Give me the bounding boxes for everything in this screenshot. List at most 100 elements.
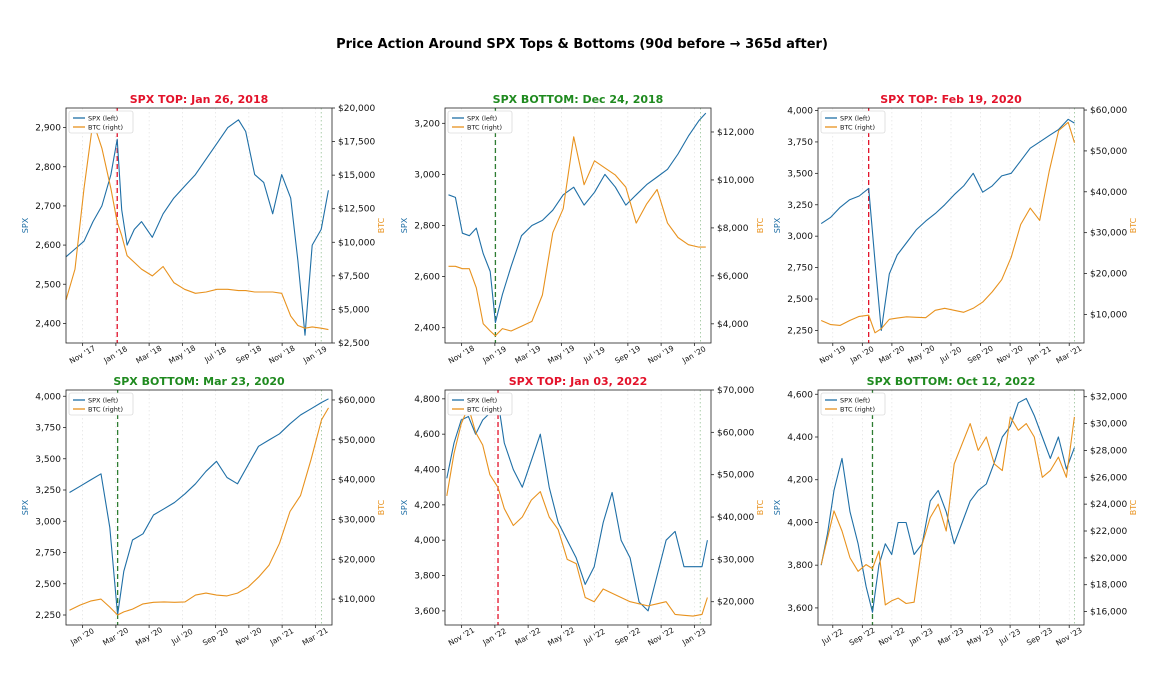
legend: SPX (left)BTC (right) [68, 110, 134, 134]
y-left-tick-label: 3,750 [787, 138, 813, 148]
x-tick-label: Sep '22 [848, 626, 877, 648]
y-left-tick-label: 4,200 [414, 501, 440, 511]
plot-area [445, 390, 711, 625]
y-left-tick-label: 4,000 [787, 518, 813, 528]
x-tick-label: Nov '23 [1054, 625, 1083, 647]
subplot-title: SPX TOP: Jan 03, 2022 [509, 375, 648, 388]
y-right-tick-label: $17,500 [338, 138, 375, 148]
plot-frame [444, 389, 712, 626]
subplot-4: 2,250 2,500 2,750 3,000 3,250 3,500 3,750 4,000… [21, 375, 386, 648]
legend-label: BTC (right) [840, 406, 875, 414]
x-tick-label: Jan '20 [68, 626, 96, 647]
legend: SPX (left)BTC (right) [68, 392, 134, 416]
legend: SPX (left)BTC (right) [820, 110, 886, 134]
y-left-tick-label: 2,400 [414, 324, 440, 334]
x-tick-label: Jan '19 [301, 344, 329, 365]
legend-label: SPX (left) [840, 115, 870, 123]
y-left-axis-label: SPX [400, 217, 409, 233]
spx-series-line [448, 112, 707, 324]
y-right-tick-label: $20,000 [1090, 554, 1127, 564]
legend-label: SPX (left) [88, 397, 118, 405]
legend-label: SPX (left) [88, 115, 118, 123]
x-tick-label: Jul '22 [819, 627, 845, 647]
y-left-tick-label: 2,500 [787, 295, 813, 305]
subplot-2: 2,400 2,600 2,800 3,000 3,200 $4,000 $6,000 $8,… [400, 93, 765, 366]
y-left-tick-label: 3,250 [787, 201, 813, 211]
x-tick-label: Jul '19 [581, 345, 607, 365]
y-left-tick-label: 4,600 [787, 390, 813, 400]
y-right-tick-label: $6,000 [717, 272, 749, 282]
y-right-tick-label: $10,000 [338, 238, 375, 248]
y-left-tick-label: 3,500 [35, 455, 61, 465]
x-tick-label: Mar '18 [134, 344, 163, 366]
y-left-tick-label: 4,000 [787, 107, 813, 117]
legend: SPX (left)BTC (right) [447, 110, 513, 134]
y-left-tick-label: 3,250 [35, 486, 61, 496]
x-tick-label: Jul '23 [997, 627, 1023, 647]
y-right-tick-label: $22,000 [1090, 527, 1127, 537]
x-tick-label: May '20 [906, 343, 936, 366]
x-tick-label: May '18 [167, 343, 197, 366]
btc-series-line [446, 406, 708, 617]
x-tick-label: Nov '17 [68, 343, 97, 365]
x-tick-label: Nov '22 [877, 625, 906, 647]
y-left-tick-label: 2,250 [787, 326, 813, 336]
y-left-tick-label: 2,800 [35, 163, 61, 173]
y-right-tick-label: $20,000 [717, 598, 754, 608]
y-right-tick-label: $30,000 [717, 555, 754, 565]
subplot-title: SPX TOP: Feb 19, 2020 [880, 93, 1022, 106]
y-left-tick-label: 2,250 [35, 611, 61, 621]
y-right-tick-label: $5,000 [338, 305, 370, 315]
y-right-axis-label: BTC [1129, 217, 1138, 233]
legend-label: BTC (right) [467, 124, 502, 132]
x-tick-label: Sep '18 [234, 344, 263, 366]
subplot-3: 2,250 2,500 2,750 3,000 3,250 3,500 3,750 4,000… [773, 93, 1138, 366]
y-left-axis-label: SPX [21, 499, 30, 515]
x-tick-label: Mar '23 [936, 626, 965, 648]
y-right-tick-label: $28,000 [1090, 446, 1127, 456]
y-right-axis-label: BTC [377, 499, 386, 515]
plot-area [66, 108, 332, 343]
y-right-axis-label: BTC [377, 217, 386, 233]
btc-series-line [448, 136, 706, 337]
y-right-tick-label: $4,000 [717, 320, 749, 330]
y-right-tick-label: $50,000 [1090, 147, 1127, 157]
y-left-tick-label: 3,800 [414, 572, 440, 582]
figure-title: Price Action Around SPX Tops & Bottoms (… [336, 37, 828, 52]
x-tick-label: Nov '20 [995, 343, 1024, 365]
plot-frame [65, 107, 333, 344]
x-tick-label: Nov '18 [267, 343, 296, 365]
x-tick-label: Mar '20 [101, 626, 130, 648]
y-left-axis-label: SPX [773, 499, 782, 515]
x-tick-label: Jan '18 [101, 344, 129, 365]
y-right-tick-label: $10,000 [1090, 310, 1127, 320]
legend: SPX (left)BTC (right) [820, 392, 886, 416]
y-right-tick-label: $26,000 [1090, 473, 1127, 483]
plot-area [445, 108, 711, 343]
spx-series-line [446, 400, 708, 612]
btc-series-line [65, 120, 329, 331]
y-left-tick-label: 2,800 [414, 222, 440, 232]
y-right-tick-label: $16,000 [1090, 608, 1127, 618]
y-right-tick-label: $50,000 [717, 471, 754, 481]
x-tick-label: Jan '19 [480, 344, 508, 365]
y-right-tick-label: $10,000 [717, 176, 754, 186]
y-left-tick-label: 3,500 [787, 169, 813, 179]
y-left-tick-label: 2,750 [787, 264, 813, 274]
y-right-tick-label: $40,000 [717, 513, 754, 523]
y-right-tick-label: $18,000 [1090, 581, 1127, 591]
x-tick-label: Jan '23 [907, 626, 935, 647]
y-left-tick-label: 3,600 [787, 604, 813, 614]
y-left-tick-label: 3,600 [414, 607, 440, 617]
x-tick-label: Jan '22 [480, 626, 508, 647]
y-left-axis-label: SPX [400, 499, 409, 515]
subplot-title: SPX TOP: Jan 26, 2018 [130, 93, 269, 106]
y-right-tick-label: $70,000 [717, 386, 754, 396]
spx-series-line [820, 118, 1075, 331]
y-left-tick-label: 3,000 [414, 170, 440, 180]
y-right-tick-label: $7,500 [338, 272, 370, 282]
y-left-tick-label: 2,700 [35, 202, 61, 212]
y-right-tick-label: $40,000 [1090, 188, 1127, 198]
y-right-tick-label: $20,000 [338, 555, 375, 565]
y-right-tick-label: $50,000 [338, 436, 375, 446]
